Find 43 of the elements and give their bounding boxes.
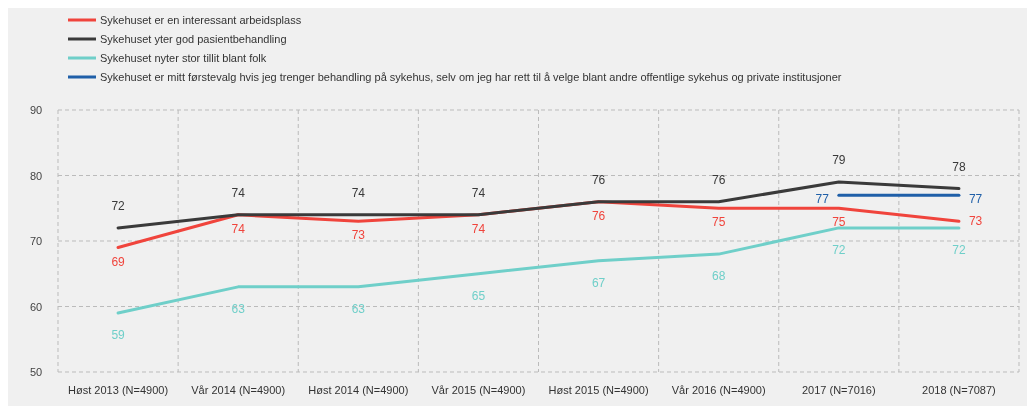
x-tick-label: 2018 (N=7087) — [922, 384, 996, 396]
y-tick-label: 90 — [29, 104, 43, 116]
x-tick-label: Høst 2014 (N=4900) — [308, 384, 409, 396]
y-tick-label: 70 — [29, 235, 43, 247]
legend-label: Sykehuset er mitt førstevalg hvis jeg trenger behandling på sykehus, selv om jeg har rett til å velge blant andre offentlige sykehus og private institusjoner — [100, 71, 842, 83]
data-label: 72 — [111, 198, 126, 213]
data-label: 68 — [712, 269, 726, 284]
data-label: 74 — [471, 185, 486, 200]
x-tick-label: Vår 2016 (N=4900) — [671, 384, 766, 396]
data-label: 67 — [591, 275, 606, 290]
data-label: 79 — [832, 153, 846, 168]
data-label: 74 — [231, 221, 246, 236]
y-tick-label: 80 — [29, 169, 43, 182]
data-label: 73 — [351, 228, 366, 243]
data-label: 76 — [591, 172, 606, 187]
x-tick-label: 2017 (N=7016) — [801, 384, 876, 396]
data-label: 59 — [111, 328, 126, 343]
data-label: 76 — [712, 172, 726, 187]
legend-label: Sykehuset nyter stor tillit blant folk — [100, 52, 267, 64]
y-tick-label: 50 — [29, 366, 43, 378]
data-label: 63 — [231, 301, 246, 316]
legend-label: Sykehuset yter god pasientbehandling — [100, 33, 287, 45]
data-label: 72 — [952, 242, 966, 257]
legend-label: Sykehuset er en interessant arbeidsplass — [100, 14, 302, 26]
x-tick-label: Høst 2015 (N=4900) — [548, 384, 649, 396]
data-label: 65 — [471, 288, 486, 303]
data-label: 74 — [231, 185, 246, 200]
data-label: 77 — [815, 192, 830, 207]
data-label: 75 — [832, 215, 846, 230]
data-label: 74 — [471, 221, 486, 236]
data-label: 77 — [968, 192, 983, 207]
y-tick-label: 60 — [29, 300, 43, 313]
data-label: 73 — [968, 214, 983, 229]
data-label: 76 — [591, 208, 606, 223]
data-label: 74 — [351, 185, 366, 200]
data-label: 69 — [111, 254, 126, 269]
data-label: 72 — [832, 242, 846, 257]
data-label: 63 — [351, 301, 366, 316]
data-label: 75 — [712, 215, 726, 230]
x-tick-label: Vår 2014 (N=4900) — [191, 384, 286, 396]
x-tick-label: Vår 2015 (N=4900) — [431, 384, 526, 396]
x-tick-label: Høst 2013 (N=4900) — [68, 384, 169, 396]
data-label: 78 — [952, 159, 966, 174]
